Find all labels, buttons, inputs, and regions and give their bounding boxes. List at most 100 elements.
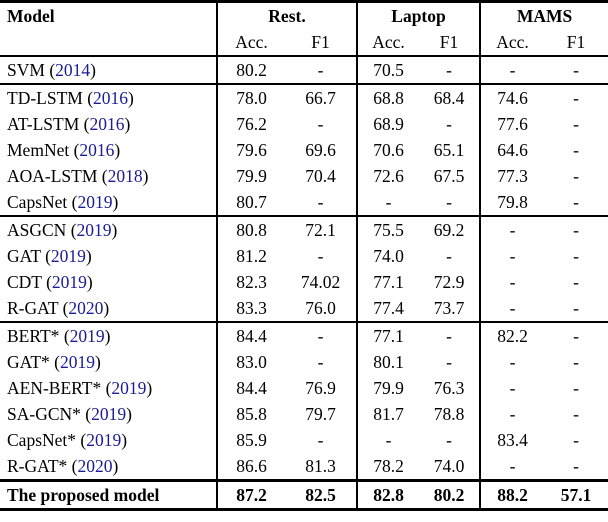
- rest-acc-cell: 83.3: [216, 295, 285, 322]
- model-name-cell: GAT* (2019): [7, 351, 101, 372]
- model-name: R-GAT: [7, 297, 59, 318]
- citation-year-link[interactable]: 2019: [50, 245, 86, 266]
- laptop-acc-cell: -: [356, 189, 420, 216]
- rest-f1-cell: 81.3: [305, 455, 336, 476]
- citation-year-link[interactable]: 2019: [69, 325, 105, 346]
- mams-f1-cell: -: [573, 455, 579, 476]
- model-name-cell: AEN-BERT* (2019): [7, 377, 153, 398]
- table-row: CapsNet (2019) 80.7 - - - 79.8 -: [0, 189, 608, 216]
- laptop-acc-cell: 68.8: [356, 84, 420, 111]
- laptop-acc-cell: 82.8: [356, 480, 420, 510]
- laptop-f1-cell: -: [446, 429, 452, 450]
- model-name: AOA-LSTM: [7, 165, 98, 186]
- column-header-rest-f1: F1: [311, 31, 330, 52]
- laptop-f1-cell: 72.9: [433, 271, 465, 292]
- mams-f1-cell: -: [573, 271, 579, 292]
- mams-acc-cell: 83.4: [479, 427, 545, 453]
- column-header-mams-acc: Acc.: [479, 29, 545, 56]
- laptop-acc-cell: 79.9: [356, 375, 420, 401]
- rest-acc-cell: 79.9: [216, 163, 285, 189]
- citation-year-link[interactable]: 2019: [111, 377, 147, 398]
- citation-year-link[interactable]: 2019: [91, 403, 127, 424]
- rest-f1-cell: -: [317, 351, 324, 372]
- rest-f1-cell: 70.4: [305, 165, 336, 186]
- model-name-cell: BERT* (2019): [7, 325, 111, 346]
- column-header-mams-f1: F1: [566, 31, 586, 52]
- table-section: SVM (2014) 80.2 - 70.5 - - -: [0, 56, 608, 84]
- laptop-acc-cell: 77.4: [356, 295, 420, 322]
- rest-acc-cell: 85.8: [216, 401, 285, 427]
- citation-year-link[interactable]: 2018: [107, 165, 143, 186]
- model-name: CapsNet*: [7, 429, 77, 450]
- citation-year-link[interactable]: 2019: [59, 351, 95, 372]
- laptop-acc-cell: 70.6: [356, 137, 420, 163]
- table-row: SVM (2014) 80.2 - 70.5 - - -: [0, 56, 608, 84]
- model-name: BERT*: [7, 325, 60, 346]
- model-name-cell: ASGCN (2019): [7, 219, 118, 240]
- laptop-f1-cell: -: [446, 351, 452, 372]
- mams-acc-cell: -: [479, 243, 545, 269]
- citation-year-link[interactable]: 2014: [55, 59, 91, 80]
- model-name: SA-GCN*: [7, 403, 81, 424]
- laptop-f1-cell: 76.3: [433, 377, 465, 398]
- table-row: TD-LSTM (2016) 78.0 66.7 68.8 68.4 74.6 -: [0, 84, 608, 111]
- citation-year-link[interactable]: 2019: [51, 271, 87, 292]
- rest-acc-cell: 79.6: [216, 137, 285, 163]
- citation-year-link[interactable]: 2016: [89, 113, 125, 134]
- model-name-cell: CapsNet (2019): [7, 191, 119, 212]
- citation-year-link[interactable]: 2019: [76, 219, 112, 240]
- results-table: Model Rest. Laptop MAMS Acc. F1 Acc. F1 …: [0, 0, 608, 511]
- laptop-acc-cell: 80.1: [356, 349, 420, 375]
- model-name-cell: AT-LSTM (2016): [7, 113, 131, 134]
- model-name: GAT*: [7, 351, 50, 372]
- citation-year-link[interactable]: 2019: [77, 191, 113, 212]
- table-row: CapsNet* (2019) 85.9 - - - 83.4 -: [0, 427, 608, 453]
- rest-acc-cell: 81.2: [216, 243, 285, 269]
- model-name-cell: R-GAT* (2020): [7, 455, 119, 476]
- mams-f1-cell: -: [573, 325, 579, 346]
- model-name: TD-LSTM: [7, 87, 83, 108]
- rest-acc-cell: 78.0: [216, 84, 285, 111]
- model-name: AT-LSTM: [7, 113, 80, 134]
- model-name-cell: SVM (2014): [7, 59, 96, 80]
- citation-year-link[interactable]: 2019: [86, 429, 122, 450]
- mams-f1-cell: -: [573, 113, 579, 134]
- mams-f1-cell: -: [573, 191, 579, 212]
- laptop-f1-cell: 65.1: [433, 139, 465, 160]
- rest-f1-cell: -: [317, 325, 324, 346]
- mams-acc-cell: 74.6: [479, 84, 545, 111]
- mams-acc-cell: -: [479, 453, 545, 481]
- rest-f1-cell: 76.9: [305, 377, 336, 398]
- citation-year-link[interactable]: 2016: [79, 139, 115, 160]
- table-row: MemNet (2016) 79.6 69.6 70.6 65.1 64.6 -: [0, 137, 608, 163]
- rest-f1-cell: -: [317, 429, 324, 450]
- table-row: The proposed model 87.2 82.5 82.8 80.2 88.2 57…: [0, 480, 608, 510]
- rest-f1-cell: 74.02: [300, 271, 341, 292]
- mams-f1-cell: -: [573, 403, 579, 424]
- model-name-cell: AOA-LSTM (2018): [7, 165, 149, 186]
- table-section: BERT* (2019) 84.4-77.1-82.2- GAT* (2019) 83…: [0, 322, 608, 481]
- rest-acc-cell: 76.2: [216, 111, 285, 137]
- rest-f1-cell: 82.5: [305, 484, 336, 505]
- mams-acc-cell: 88.2: [479, 480, 545, 510]
- laptop-f1-cell: 78.8: [433, 403, 465, 424]
- citation-year-link[interactable]: 2020: [77, 455, 113, 476]
- rest-f1-cell: -: [317, 113, 324, 134]
- table-row: R-GAT* (2020) 86.6 81.3 78.2 74.0- -: [0, 453, 608, 481]
- mams-acc-cell: 77.3: [479, 163, 545, 189]
- rest-f1-cell: -: [317, 59, 324, 80]
- model-name-cell: CapsNet* (2019): [7, 429, 128, 450]
- table-row: ASGCN (2019) 80.8 72.1 75.5 69.2- -: [0, 216, 608, 243]
- citation-year-link[interactable]: 2016: [93, 87, 129, 108]
- model-name-cell: SA-GCN* (2019): [7, 403, 132, 424]
- laptop-acc-cell: -: [356, 427, 420, 453]
- laptop-f1-cell: 80.2: [433, 484, 465, 505]
- rest-f1-cell: 66.7: [305, 87, 336, 108]
- citation-year-link[interactable]: 2020: [68, 297, 104, 318]
- mams-f1-cell: -: [573, 377, 579, 398]
- rest-acc-cell: 85.9: [216, 427, 285, 453]
- model-name-cell: R-GAT (2020): [7, 297, 110, 318]
- mams-f1-cell: -: [573, 351, 579, 372]
- laptop-acc-cell: 68.9: [356, 111, 420, 137]
- table-section: TD-LSTM (2016) 78.0 66.7 68.8 68.4 74.6- AT-LS…: [0, 84, 608, 216]
